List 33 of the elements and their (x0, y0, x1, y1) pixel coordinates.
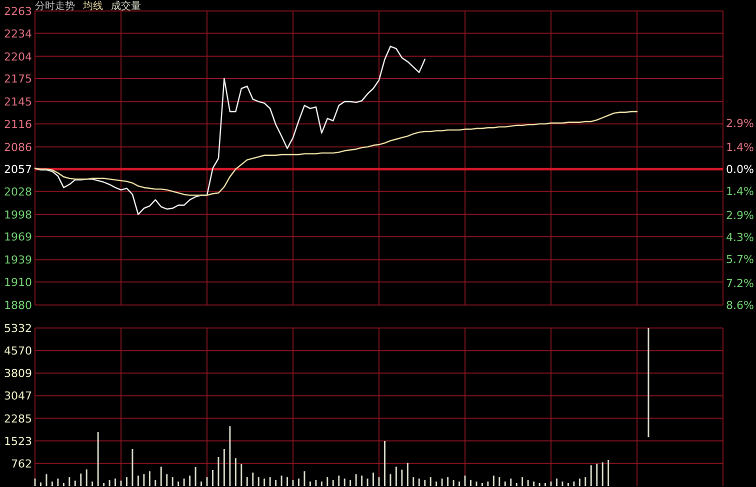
y-tick-label: 5332 (4, 322, 32, 335)
line-series (34, 46, 426, 216)
y-tick-label: 1969 (4, 230, 32, 244)
y-tick-label: 4570 (4, 344, 32, 358)
y-tick-label: 1880 (4, 299, 32, 312)
y-tick-label: 2086 (4, 140, 32, 154)
y-tick-label: 2285 (4, 412, 32, 426)
y-tick-label: 2204 (4, 50, 32, 64)
y2-tick-label: 4.3% (726, 231, 754, 244)
y-tick-label: 2057 (4, 163, 32, 176)
y-tick-label: 1523 (4, 434, 32, 448)
y-tick-label: 2175 (4, 72, 32, 86)
y2-tick-label: 7.2% (726, 276, 754, 290)
y-tick-label: 762 (11, 457, 32, 470)
y2-tick-label: 1.4% (726, 140, 754, 154)
y-tick-label: 2263 (4, 5, 32, 18)
y-tick-label: 1998 (4, 208, 32, 222)
line-series (34, 110, 638, 196)
y-tick-label: 2234 (4, 27, 32, 40)
y-tick-label: 3047 (4, 390, 32, 403)
y2-tick-label: 5.7% (726, 253, 754, 266)
y-tick-label: 2028 (4, 185, 32, 198)
y2-tick-label: 8.6% (726, 299, 754, 312)
y2-tick-label: 0.0% (726, 163, 754, 176)
y2-tick-label: 1.4% (726, 185, 754, 198)
y-tick-label: 1939 (4, 254, 32, 267)
y2-tick-label: 2.9% (726, 117, 754, 130)
y-tick-label: 1910 (4, 276, 32, 289)
y-tick-label: 2145 (4, 96, 32, 109)
y2-tick-label: 2.9% (726, 208, 754, 222)
y-tick-label: 2116 (4, 118, 32, 131)
y-tick-label: 3809 (4, 367, 32, 380)
header: 分时走势 均线 成交量 (35, 1, 141, 12)
